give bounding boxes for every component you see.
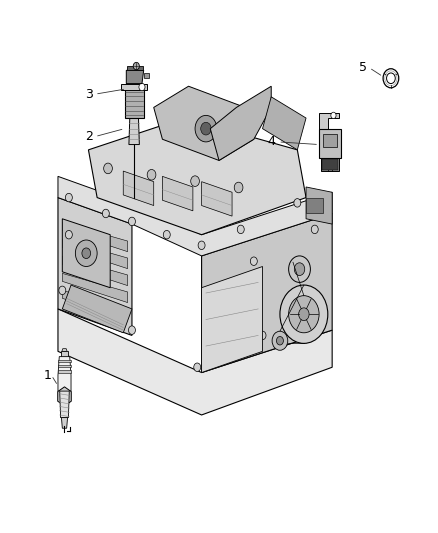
Polygon shape (262, 97, 306, 150)
Polygon shape (123, 171, 154, 206)
Polygon shape (129, 118, 139, 144)
Polygon shape (58, 176, 332, 256)
Circle shape (289, 256, 311, 282)
Text: 5: 5 (359, 61, 367, 74)
Polygon shape (62, 239, 127, 269)
Text: 4: 4 (268, 135, 276, 148)
Circle shape (147, 169, 156, 180)
Polygon shape (319, 113, 339, 128)
Text: 3: 3 (85, 87, 93, 101)
Circle shape (237, 225, 244, 233)
Polygon shape (124, 89, 144, 118)
Polygon shape (323, 134, 336, 147)
Polygon shape (57, 370, 71, 373)
Circle shape (85, 297, 92, 305)
Circle shape (65, 230, 72, 239)
Polygon shape (201, 214, 332, 373)
Polygon shape (61, 351, 68, 357)
Circle shape (139, 83, 145, 91)
Polygon shape (57, 365, 71, 367)
Polygon shape (321, 158, 339, 171)
Polygon shape (62, 290, 127, 319)
Polygon shape (62, 349, 67, 351)
Circle shape (65, 193, 72, 202)
Polygon shape (322, 159, 338, 170)
Polygon shape (58, 357, 71, 391)
Circle shape (194, 363, 201, 372)
Circle shape (75, 240, 97, 266)
Polygon shape (126, 70, 144, 84)
Circle shape (289, 296, 319, 333)
Polygon shape (144, 73, 149, 78)
Circle shape (331, 112, 336, 118)
Circle shape (59, 286, 66, 295)
Polygon shape (61, 418, 67, 428)
Circle shape (82, 248, 91, 259)
Circle shape (195, 115, 217, 142)
Circle shape (272, 331, 288, 350)
Circle shape (102, 209, 110, 217)
Circle shape (104, 163, 113, 174)
Text: 2: 2 (85, 130, 93, 143)
Polygon shape (60, 391, 69, 418)
Circle shape (276, 336, 283, 345)
Circle shape (311, 225, 318, 233)
Polygon shape (306, 198, 323, 214)
Text: 1: 1 (43, 369, 51, 382)
Polygon shape (62, 256, 127, 286)
Polygon shape (306, 187, 332, 224)
Polygon shape (62, 273, 127, 303)
Circle shape (198, 241, 205, 249)
Circle shape (294, 263, 305, 276)
Polygon shape (58, 309, 332, 415)
Polygon shape (58, 198, 132, 335)
Circle shape (294, 199, 301, 207)
Polygon shape (201, 182, 232, 216)
Polygon shape (58, 387, 71, 406)
Circle shape (201, 122, 211, 135)
Circle shape (128, 217, 135, 225)
Circle shape (191, 176, 199, 187)
Polygon shape (62, 219, 110, 288)
Polygon shape (121, 84, 147, 91)
Polygon shape (319, 128, 341, 158)
Polygon shape (154, 86, 254, 160)
Polygon shape (62, 285, 132, 333)
Polygon shape (57, 360, 71, 362)
Circle shape (299, 308, 309, 320)
Circle shape (133, 62, 139, 70)
Circle shape (251, 257, 257, 265)
Polygon shape (162, 176, 193, 211)
Polygon shape (127, 66, 143, 70)
Circle shape (128, 326, 135, 334)
Polygon shape (62, 222, 127, 252)
Circle shape (163, 230, 170, 239)
Polygon shape (210, 86, 271, 160)
Circle shape (259, 331, 266, 340)
Polygon shape (88, 118, 306, 235)
Circle shape (280, 285, 328, 343)
Polygon shape (201, 266, 262, 373)
Circle shape (234, 182, 243, 193)
